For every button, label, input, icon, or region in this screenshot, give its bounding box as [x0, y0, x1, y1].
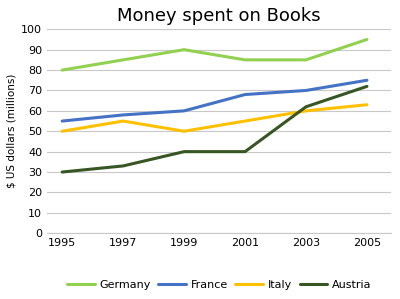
Italy — [121, 119, 126, 123]
Legend: Germany, France, Italy, Austria: Germany, France, Italy, Austria — [62, 275, 376, 295]
France — [121, 113, 126, 117]
Title: Money spent on Books: Money spent on Books — [117, 7, 321, 25]
Austria — [304, 105, 308, 109]
Germany — [121, 58, 126, 62]
Austria — [60, 170, 65, 174]
Germany — [60, 68, 65, 72]
Austria — [121, 164, 126, 168]
France — [60, 119, 65, 123]
Line: Italy: Italy — [62, 105, 367, 131]
France — [364, 78, 369, 82]
France — [243, 93, 248, 96]
Austria — [182, 150, 186, 153]
Austria — [243, 150, 248, 153]
Line: Austria: Austria — [62, 86, 367, 172]
Germany — [364, 38, 369, 41]
Y-axis label: $ US dollars (millions): $ US dollars (millions) — [7, 74, 17, 188]
Italy — [243, 119, 248, 123]
France — [304, 89, 308, 92]
Germany — [243, 58, 248, 62]
Germany — [304, 58, 308, 62]
Austria — [364, 85, 369, 88]
Italy — [304, 109, 308, 113]
Line: Germany: Germany — [62, 39, 367, 70]
Italy — [182, 129, 186, 133]
Italy — [364, 103, 369, 106]
Line: France: France — [62, 80, 367, 121]
Germany — [182, 48, 186, 51]
France — [182, 109, 186, 113]
Italy — [60, 129, 65, 133]
